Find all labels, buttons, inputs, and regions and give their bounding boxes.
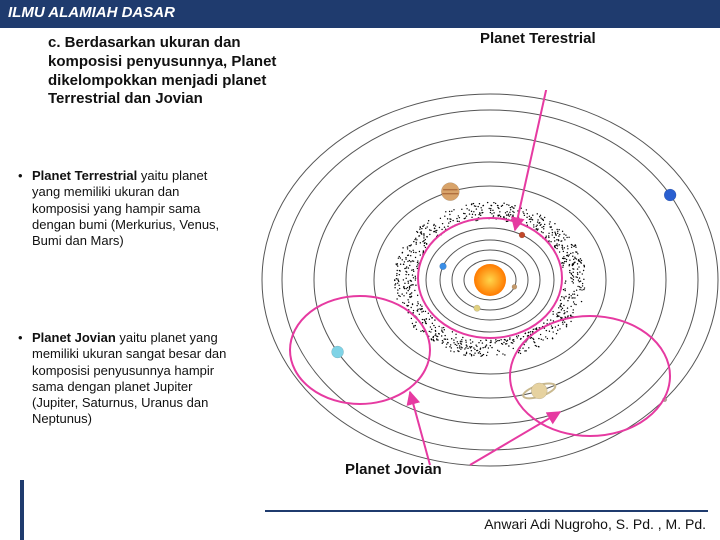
- solar-system-diagram: [260, 90, 720, 470]
- bullet-lead: Planet Jovian: [32, 330, 116, 345]
- subtitle-line-1: c. Berdasarkan ukuran dan komposisi peny…: [48, 34, 241, 70]
- side-accent-bar: [20, 480, 24, 540]
- bullet-jovian: • Planet Jovian yaitu planet yang memili…: [32, 330, 237, 428]
- bullet-dot-icon: •: [18, 168, 23, 184]
- header-title: ILMU ALAMIAH DASAR: [8, 4, 175, 21]
- label-terrestrial: Planet Terestrial: [480, 30, 596, 47]
- bullet-terrestrial: • Planet Terrestrial yaitu planet yang m…: [32, 168, 237, 249]
- page-header: ILMU ALAMIAH DASAR: [0, 0, 720, 28]
- bullet-dot-icon: •: [18, 330, 23, 346]
- footer-author: Anwari Adi Nugroho, S. Pd. , M. Pd.: [265, 516, 706, 532]
- section-subtitle: c. Berdasarkan ukuran dan komposisi peny…: [48, 34, 288, 109]
- bullet-lead: Planet Terrestrial: [32, 168, 137, 183]
- footer-divider: [265, 510, 708, 512]
